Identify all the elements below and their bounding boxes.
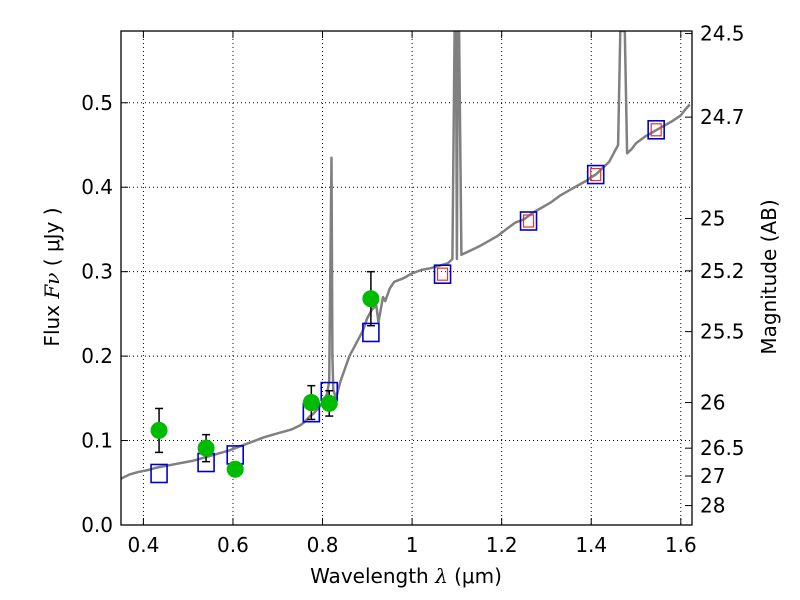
observed-point-3 — [302, 394, 320, 412]
spectrum-line — [121, 31, 691, 480]
y-tick-label-4: 0.4 — [81, 175, 113, 199]
y-tick-label-2: 0.2 — [81, 344, 113, 368]
model-photometry-point-7 — [519, 211, 538, 231]
model-photometry-point-6 — [433, 264, 452, 285]
observed-point-4 — [320, 394, 338, 412]
y-axis-label: Flux Fν ( μJy ) — [40, 207, 64, 346]
y2-tick-label-4: 25.5 — [700, 320, 745, 344]
observed-point-2 — [226, 460, 244, 478]
axis-ticks — [121, 31, 692, 526]
nir-photometry-point-2 — [590, 167, 602, 182]
x-tick-label-3: 1 — [406, 533, 419, 557]
y2-axis-label: Magnitude (AB) — [757, 199, 781, 354]
x-tick-label-5: 1.4 — [575, 533, 607, 557]
model-photometry-point-8 — [586, 164, 605, 185]
model-photometry-point-0 — [150, 463, 168, 484]
tick-labels: 0.4 0.6 0.8 1 1.2 1.4 1.6 0.0 0.1 0.2 0.3 0.4 0.5 24.… — [81, 22, 744, 557]
plot-frame — [120, 30, 693, 526]
x-tick-label-6: 1.6 — [665, 533, 697, 557]
y2-tick-label-6: 26.5 — [700, 436, 745, 460]
x-tick-label-2: 0.8 — [307, 533, 339, 557]
model-photometry-point-9 — [647, 120, 665, 140]
nir-photometry-point-1 — [522, 214, 535, 228]
y-axis-label-prefix: Flux — [40, 299, 64, 347]
x-tick-label-1: 0.6 — [217, 533, 249, 557]
y2-tick-label-0: 24.5 — [700, 22, 745, 46]
y2-tick-label-2: 25 — [700, 206, 725, 230]
x-tick-label-4: 1.2 — [486, 533, 518, 557]
nir-photometry-point-0 — [436, 267, 449, 281]
x-tick-label-0: 0.4 — [127, 533, 159, 557]
plot-area — [121, 31, 691, 484]
y-axis-label-symbol: Fν — [40, 273, 64, 300]
y-tick-label-5: 0.5 — [81, 91, 113, 115]
y-tick-label-1: 0.1 — [81, 429, 113, 453]
y2-tick-label-1: 24.7 — [700, 105, 745, 129]
x-axis-label: Wavelength λ (μm) — [310, 564, 502, 588]
observed-point-5 — [362, 290, 380, 308]
x-axis-label-symbol: λ — [434, 564, 448, 588]
x-axis-label-prefix: Wavelength — [310, 564, 435, 588]
nir-photometry-point-3 — [650, 123, 662, 137]
y2-tick-label-5: 26 — [700, 391, 725, 415]
y-axis-label-unit: ( μJy ) — [40, 207, 64, 272]
x-axis-label-unit: (μm) — [448, 564, 502, 588]
y2-tick-label-8: 28 — [700, 494, 725, 518]
observed-point-0 — [150, 421, 168, 439]
y-tick-label-3: 0.3 — [81, 260, 113, 284]
y2-tick-label-3: 25.2 — [700, 259, 745, 283]
y2-tick-label-7: 27 — [700, 464, 725, 488]
y-tick-label-0: 0.0 — [81, 513, 113, 537]
observed-point-1 — [197, 439, 215, 457]
